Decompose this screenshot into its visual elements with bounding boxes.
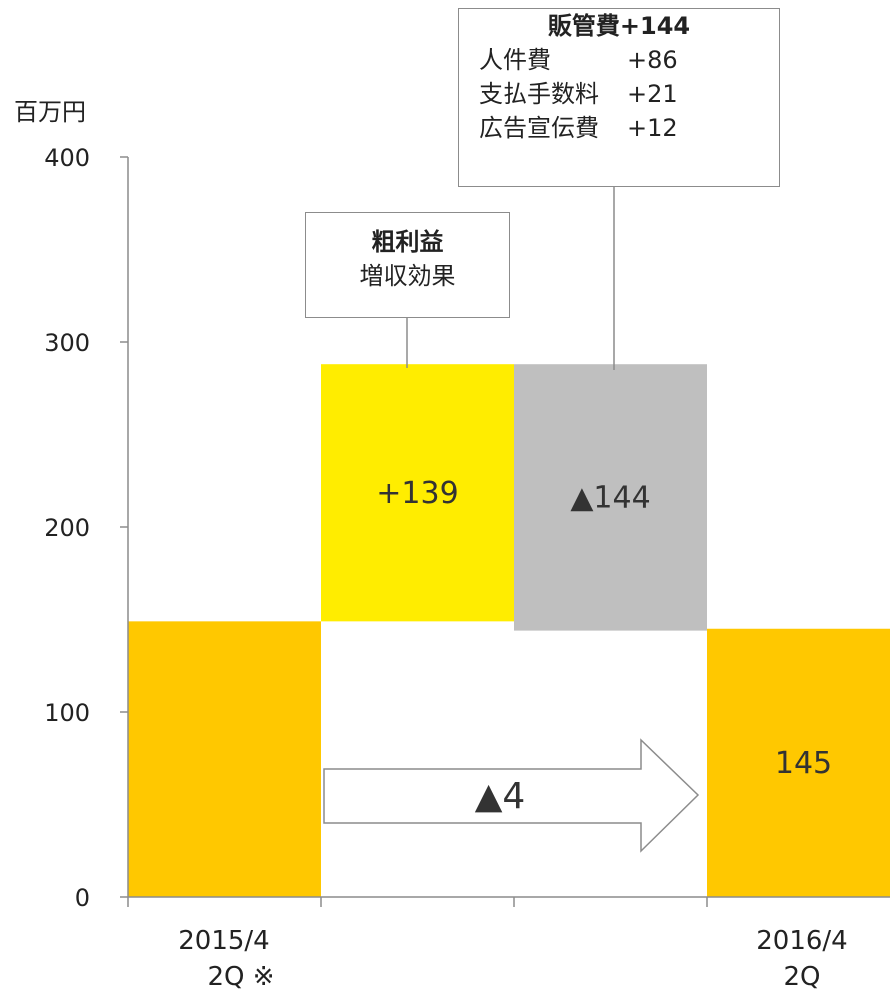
sga-item-value: +86 [627, 46, 678, 74]
sga-item-value: +12 [627, 114, 678, 142]
sga-item-row: 人件費 +86 [459, 43, 779, 77]
y-tick-label: 200 [44, 514, 90, 542]
sga-item-name: 支払手数料 [479, 80, 599, 108]
gross-profit-callout-title: 粗利益 [371, 228, 444, 256]
x-category-line2: 2Q [783, 962, 821, 992]
x-category-line1: 2015/4 [178, 926, 270, 956]
waterfall-bar [321, 364, 514, 622]
sga-item-row: 広告宣伝費 +12 [459, 111, 779, 145]
x-category-line2: 2Q ※ [207, 962, 275, 992]
x-category-line1: 2016/4 [756, 926, 848, 956]
y-tick-label: 400 [44, 144, 90, 172]
waterfall-bar [128, 621, 321, 897]
bar-value-label: 145 [775, 746, 832, 781]
y-tick-label: 0 [74, 884, 90, 912]
change-arrow [323, 738, 700, 853]
sga-callout: 販管費+144 人件費 +86 支払手数料 +21 広告宣伝費 +12 [458, 8, 780, 187]
x-category-label-2015: 2015/4 2Q ※ [128, 923, 320, 995]
waterfall-bar [707, 628, 890, 897]
sga-item-name: 広告宣伝費 [479, 114, 599, 142]
sga-item-value: +21 [627, 80, 678, 108]
gross-profit-callout-text: 増収効果 [359, 262, 456, 290]
y-tick-label: 300 [44, 329, 90, 357]
change-arrow-label: ▲4 [475, 776, 526, 817]
gross-profit-callout: 粗利益 増収効果 [305, 212, 510, 318]
sga-callout-title: 販管費+144 [547, 12, 691, 40]
sga-item-name: 人件費 [479, 46, 551, 74]
bar-value-label: +139 [376, 476, 458, 511]
y-tick-label: 100 [44, 699, 90, 727]
bar-value-label: ▲144 [570, 480, 650, 515]
waterfall-bar [514, 364, 707, 631]
sga-item-row: 支払手数料 +21 [459, 77, 779, 111]
y-axis-unit-label: 百万円 [14, 98, 86, 126]
x-category-label-2016: 2016/4 2Q [706, 923, 890, 995]
